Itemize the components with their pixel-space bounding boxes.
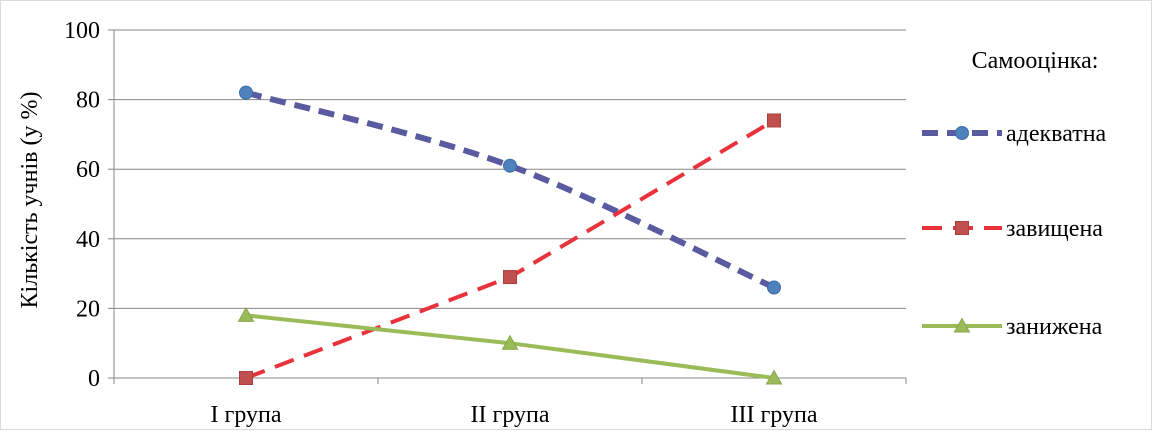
legend-label: завищена [1006, 216, 1103, 242]
data-point [239, 371, 253, 385]
data-point [501, 334, 519, 350]
legend-item: занижена [922, 314, 1103, 340]
legend-item: завищена [922, 216, 1103, 242]
data-point [503, 270, 517, 285]
y-axis-title: Кількість учнів (у %) [17, 92, 43, 309]
data-point [237, 306, 255, 322]
y-tick-label: 0 [88, 366, 100, 392]
x-tick-label: ІІ група [470, 402, 549, 428]
data-point [239, 85, 253, 100]
legend-label: занижена [1006, 314, 1103, 340]
y-tick-label: 100 [64, 18, 100, 44]
data-point [767, 113, 781, 128]
data-point [765, 369, 783, 385]
x-tick-label: І група [210, 402, 281, 428]
data-point [503, 158, 517, 173]
data-point [767, 280, 781, 295]
y-tick-label: 40 [76, 227, 100, 253]
x-tick-label: ІІІ група [731, 402, 818, 428]
legend-marker [955, 221, 969, 235]
y-tick-label: 80 [76, 88, 100, 114]
legend-item: адекватна [922, 121, 1107, 147]
legend-title: Самооцінка: [972, 48, 1099, 74]
legend-marker [953, 317, 971, 333]
legend: Самооцінка: адекватна завищена занижена [922, 48, 1107, 340]
series-1 [239, 113, 781, 385]
y-tick-label: 60 [76, 157, 100, 183]
series-lines [237, 85, 783, 385]
legend-label: адекватна [1006, 121, 1107, 147]
series-2 [237, 306, 783, 385]
series-0 [239, 85, 781, 295]
axes: 0 20 40 60 80 100 І група ІІ група ІІІ група [64, 18, 907, 428]
y-tick-label: 20 [76, 296, 100, 322]
legend-marker [955, 126, 969, 140]
